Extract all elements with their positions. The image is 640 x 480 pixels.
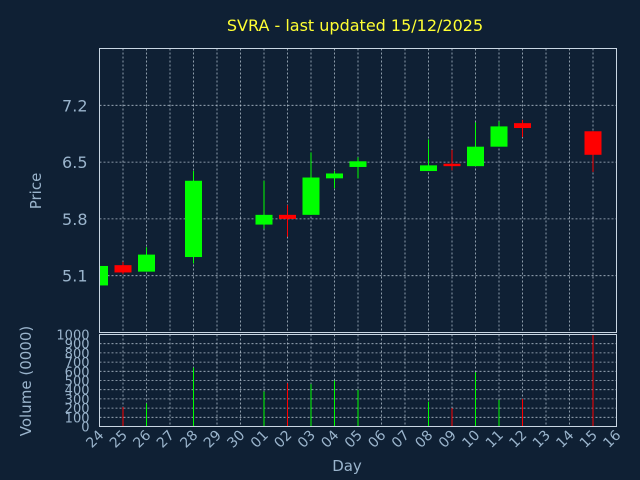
candle bbox=[443, 149, 461, 171]
x-tick-label: 04 bbox=[318, 427, 342, 451]
candle-body bbox=[514, 123, 531, 129]
candlestick-series bbox=[99, 119, 602, 286]
candle-body bbox=[255, 214, 273, 225]
x-tick-label: 05 bbox=[342, 428, 366, 452]
x-tick-label: 11 bbox=[483, 428, 507, 452]
price-tick-label: 5.1 bbox=[62, 267, 87, 286]
volume-tick-label: 300 bbox=[65, 393, 90, 408]
price-axis-label: Price bbox=[27, 173, 45, 210]
candle bbox=[114, 261, 132, 275]
x-tick-label: 07 bbox=[389, 428, 413, 452]
x-tick-label: 09 bbox=[436, 428, 460, 452]
candle-body bbox=[467, 146, 484, 167]
x-tick-label: 12 bbox=[506, 428, 530, 452]
x-tick-label: 15 bbox=[577, 428, 601, 452]
volume-tick-label: 100 bbox=[65, 411, 90, 426]
candle-body bbox=[114, 265, 132, 273]
x-tick-label: 14 bbox=[553, 427, 577, 451]
price-grid bbox=[99, 48, 617, 333]
x-tick-label: 01 bbox=[248, 428, 272, 452]
candle bbox=[302, 152, 320, 215]
price-panel-frame bbox=[99, 48, 617, 333]
volume-tick-label: 0 bbox=[81, 421, 89, 436]
price-tick-label: 6.5 bbox=[62, 153, 87, 172]
volume-tick-label: 500 bbox=[65, 375, 90, 390]
x-tick-label: 03 bbox=[295, 428, 319, 452]
candle bbox=[349, 157, 367, 179]
x-tick-label: 02 bbox=[271, 428, 295, 452]
volume-axis-label: Volume (0000) bbox=[17, 326, 35, 436]
candle bbox=[420, 139, 437, 172]
chart-title: SVRA - last updated 15/12/2025 bbox=[227, 16, 483, 35]
candle-body bbox=[490, 126, 508, 147]
volume-panel-frame bbox=[99, 334, 617, 427]
x-tick-label: 27 bbox=[154, 428, 178, 452]
volume-tick-label: 200 bbox=[65, 402, 90, 417]
price-panel: 5.1 5.8 6.5 7.2 Price bbox=[27, 48, 617, 333]
candle-body bbox=[349, 161, 367, 167]
candle-body bbox=[99, 265, 108, 286]
candle-body bbox=[138, 254, 155, 272]
candle bbox=[255, 180, 273, 229]
x-tick-label: 06 bbox=[365, 427, 389, 451]
candle bbox=[279, 205, 296, 237]
x-tick-label: 25 bbox=[107, 428, 131, 452]
volume-tick-label: 600 bbox=[65, 365, 90, 380]
candle-body bbox=[326, 173, 343, 179]
candle-body bbox=[584, 131, 602, 155]
x-axis-ticks: 24 25 26 27 28 29 30 01 02 03 04 05 06 07 08 09 10 11 12 13… bbox=[83, 427, 624, 451]
x-tick-label: 30 bbox=[224, 428, 248, 452]
candle-body bbox=[443, 163, 461, 167]
volume-tick-label: 800 bbox=[65, 347, 90, 362]
x-tick-label: 13 bbox=[530, 428, 554, 452]
x-tick-label: 29 bbox=[201, 428, 225, 452]
x-axis-label: Day bbox=[332, 457, 362, 475]
price-tick-label: 5.8 bbox=[62, 210, 87, 229]
candle bbox=[514, 119, 531, 137]
volume-tick-label: 900 bbox=[65, 338, 90, 353]
price-axis-ticks: 5.1 5.8 6.5 7.2 bbox=[62, 96, 87, 285]
candle bbox=[326, 171, 343, 189]
volume-series bbox=[122, 334, 594, 427]
candle-body bbox=[302, 177, 320, 215]
volume-tick-label: 1000 bbox=[56, 329, 89, 344]
x-tick-label: 26 bbox=[130, 427, 154, 451]
price-tick-label: 7.2 bbox=[62, 96, 87, 115]
candle bbox=[185, 171, 202, 264]
x-tick-label: 10 bbox=[459, 428, 483, 452]
candle bbox=[99, 265, 108, 286]
candle bbox=[490, 121, 508, 147]
volume-tick-label: 400 bbox=[65, 384, 90, 399]
candle-body bbox=[420, 165, 437, 172]
candle bbox=[138, 247, 155, 272]
volume-tick-label: 700 bbox=[65, 356, 90, 371]
x-tick-label: 08 bbox=[412, 428, 436, 452]
x-tick-label: 16 bbox=[600, 427, 624, 451]
candle-body bbox=[279, 214, 296, 219]
candle bbox=[584, 131, 602, 172]
candle-body bbox=[185, 180, 202, 258]
x-tick-label: 28 bbox=[177, 428, 201, 452]
candle bbox=[467, 122, 484, 167]
